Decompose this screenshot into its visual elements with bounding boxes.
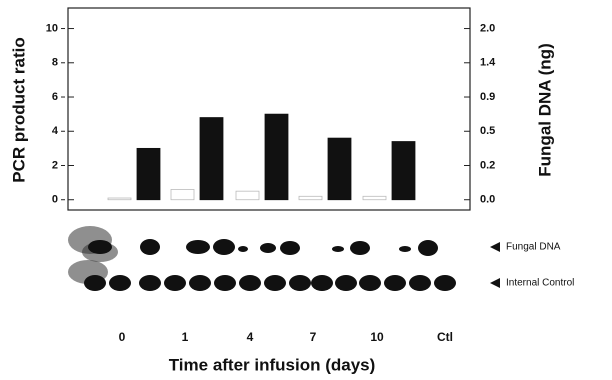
- gel-band: [109, 275, 131, 291]
- gel-band: [418, 240, 438, 256]
- y2-tick-label: 1.4: [480, 57, 496, 69]
- figure: PCR product ratio Fungal DNA (ng) Time a…: [0, 0, 612, 380]
- bar: [137, 148, 160, 199]
- gel-band: [164, 275, 186, 291]
- bar: [108, 198, 131, 200]
- gel-band: [239, 275, 261, 291]
- gel-band: [189, 275, 211, 291]
- gel-band: [311, 275, 333, 291]
- gel-band: [332, 246, 344, 252]
- gel-band: [139, 275, 161, 291]
- gel-band: [264, 275, 286, 291]
- band-label: Internal Control: [506, 278, 574, 289]
- bar: [328, 138, 351, 200]
- gel-band: [434, 275, 456, 291]
- gel-band: [335, 275, 357, 291]
- gel-band: [409, 275, 431, 291]
- bar: [299, 196, 322, 199]
- y2-tick-label: 0.0: [480, 194, 495, 206]
- arrow: [490, 242, 500, 252]
- y2-tick-label: 2.0: [480, 22, 495, 34]
- gel-band: [186, 240, 210, 254]
- x-tick-label: Ctl: [437, 330, 453, 344]
- bar: [236, 191, 259, 200]
- band-label: Fungal DNA: [506, 242, 561, 253]
- y-tick-label: 10: [46, 22, 58, 34]
- x-tick-label: 1: [182, 330, 189, 344]
- arrow: [490, 278, 500, 288]
- y-tick-label: 6: [52, 91, 58, 103]
- y-axis-title: PCR product ratio: [9, 37, 28, 182]
- y2-tick-label: 0.5: [480, 125, 495, 137]
- y-tick-label: 8: [52, 57, 58, 69]
- gel-band: [140, 239, 160, 255]
- gel-band: [289, 275, 311, 291]
- x-axis-title: Time after infusion (days): [169, 355, 376, 374]
- gel-band: [350, 241, 370, 255]
- bar: [265, 114, 288, 200]
- bar: [200, 118, 223, 200]
- bar: [171, 189, 194, 199]
- gel-band: [384, 275, 406, 291]
- gel-band: [84, 275, 106, 291]
- gel-band: [214, 275, 236, 291]
- y2-tick-label: 0.2: [480, 159, 495, 171]
- x-tick-label: 7: [310, 330, 317, 344]
- x-tick-label: 4: [247, 330, 254, 344]
- x-tick-label: 10: [370, 330, 384, 344]
- gel-band: [238, 246, 248, 252]
- y-tick-label: 4: [52, 125, 59, 137]
- y2-tick-label: 0.9: [480, 91, 495, 103]
- gel-image: [68, 226, 456, 291]
- bar: [392, 142, 415, 200]
- y-tick-label: 2: [52, 159, 58, 171]
- gel-band: [359, 275, 381, 291]
- gel-band: [260, 243, 276, 253]
- gel-band: [213, 239, 235, 255]
- y2-axis-title: Fungal DNA (ng): [535, 43, 554, 176]
- gel-band: [88, 240, 112, 254]
- y-tick-label: 0: [52, 194, 58, 206]
- bar: [363, 196, 386, 199]
- gel-band: [399, 246, 411, 252]
- x-tick-label: 0: [119, 330, 126, 344]
- gel-band: [280, 241, 300, 255]
